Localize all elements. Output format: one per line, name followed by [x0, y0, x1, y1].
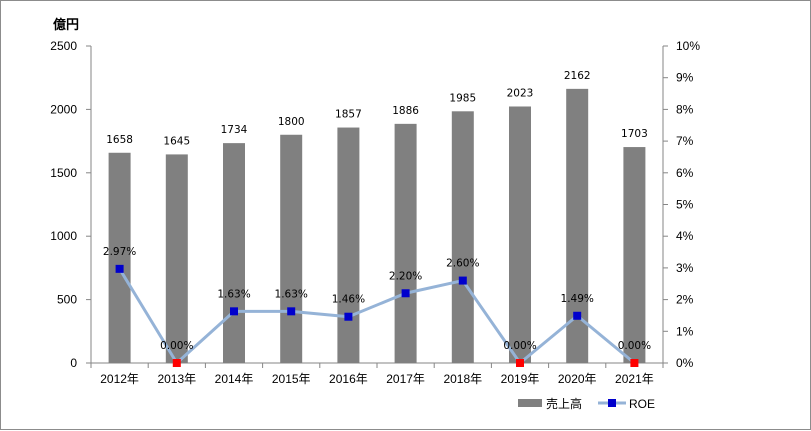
right-axis-tick-label: 6% [676, 166, 694, 180]
sales-bar-label: 1800 [278, 116, 305, 128]
sales-bar-label: 2023 [507, 87, 534, 99]
roe-data-label: 0.00% [618, 340, 651, 352]
roe-marker [115, 264, 124, 273]
right-axis-tick-label: 1% [676, 324, 694, 338]
right-axis-tick-label: 0% [676, 356, 694, 370]
sales-bar [623, 147, 646, 363]
legend-bar-swatch [518, 399, 542, 407]
x-axis-tick-label: 2019年 [501, 372, 540, 386]
roe-marker [516, 359, 524, 367]
sales-bar-label: 1645 [163, 135, 190, 147]
x-axis-tick-label: 2013年 [157, 372, 196, 386]
sales-bar [451, 111, 474, 363]
roe-data-label: 1.63% [217, 288, 250, 300]
left-axis-tick-label: 1500 [50, 166, 77, 180]
right-axis-tick-label: 10% [676, 39, 700, 53]
left-axis-tick-label: 2500 [50, 39, 77, 53]
sales-bar [337, 127, 360, 363]
right-axis-tick-label: 5% [676, 198, 694, 212]
roe-line [118, 268, 636, 365]
roe-marker [172, 359, 181, 367]
sales-bar-label: 1857 [335, 109, 362, 121]
sales-bar [394, 123, 417, 364]
sales-bar-label: 1734 [221, 124, 248, 136]
x-axis-tick-label: 2018年 [443, 372, 482, 386]
sales-bar [108, 152, 131, 363]
x-axis-tick-label: 2017年 [386, 372, 425, 386]
roe-marker [458, 276, 467, 285]
sales-bar [223, 143, 245, 363]
roe-data-label: 1.63% [275, 288, 308, 300]
right-axis-tick-label: 3% [676, 261, 694, 275]
unit-label: 億円 [53, 17, 79, 32]
sales-bar [280, 134, 303, 363]
right-axis-tick-label: 2% [676, 293, 694, 307]
sales-bar-label: 1658 [106, 134, 133, 146]
left-axis-tick-label: 500 [57, 293, 77, 307]
roe-data-label: 0.00% [503, 340, 536, 352]
right-axis-tick-label: 7% [676, 134, 694, 148]
legend-line-marker [608, 399, 616, 407]
sales-bar-label: 1985 [449, 92, 476, 104]
left-axis-tick-label: 2000 [50, 102, 77, 116]
roe-data-label: 1.46% [332, 294, 365, 306]
x-axis-tick-label: 2021年 [615, 372, 654, 386]
roe-marker [573, 311, 582, 320]
x-axis-tick-label: 2012年 [100, 372, 139, 386]
x-axis-tick-label: 2020年 [558, 372, 597, 386]
right-axis-tick-label: 9% [676, 71, 694, 85]
x-axis-tick-label: 2014年 [215, 372, 254, 386]
sales-bar-label: 1886 [392, 105, 419, 117]
sales-bar [509, 106, 531, 364]
roe-marker [630, 359, 639, 367]
roe-data-label: 1.49% [561, 293, 594, 305]
legend-bar-label: 売上高 [546, 396, 582, 411]
right-axis-tick-label: 4% [676, 229, 694, 243]
roe-marker [401, 289, 410, 298]
sales-bar [165, 154, 188, 363]
left-axis-tick-label: 0 [70, 356, 77, 370]
right-axis-tick-label: 8% [676, 102, 694, 116]
roe-data-label: 0.00% [160, 340, 193, 352]
roe-marker [287, 307, 296, 316]
x-axis-tick-label: 2015年 [272, 372, 311, 386]
roe-data-label: 2.97% [103, 246, 136, 258]
sales-bar [566, 88, 589, 363]
roe-marker [230, 307, 238, 316]
sales-bar-label: 2162 [564, 70, 591, 82]
roe-data-label: 2.60% [446, 258, 479, 270]
sales-bar-label: 1703 [621, 128, 648, 140]
legend-line-label: ROE [629, 397, 655, 411]
roe-data-label: 2.20% [389, 270, 422, 282]
left-axis-tick-label: 1000 [50, 229, 77, 243]
roe-marker [344, 312, 353, 321]
x-axis-tick-label: 2016年 [329, 372, 368, 386]
